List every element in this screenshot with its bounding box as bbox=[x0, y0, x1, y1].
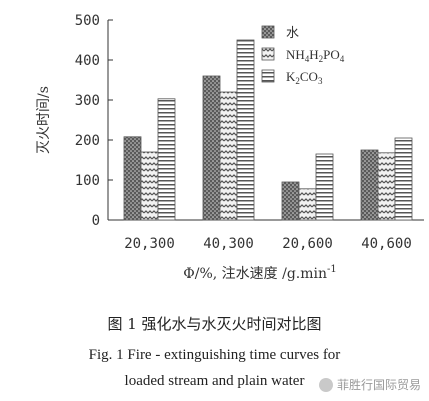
x-category-label: 20,300 bbox=[124, 236, 175, 252]
bar-k2co3-2 bbox=[315, 153, 334, 221]
y-tick-label: 200 bbox=[75, 133, 100, 149]
y-tick-label: 500 bbox=[75, 13, 100, 29]
bar-nh4h2po4-0 bbox=[140, 151, 159, 221]
caption-chinese: 图 1 强化水与水灭火时间对比图 bbox=[107, 315, 322, 333]
y-axis-title: 灭火时间/s bbox=[36, 86, 52, 154]
chart-figure: 0 100 200 300 400 500 灭火时间/s 20,300 40,300 20,600… bbox=[36, 13, 424, 282]
bar-nh4h2po4-1 bbox=[219, 91, 238, 221]
watermark: 菲胜行国际贸易 bbox=[318, 376, 421, 393]
y-tick-label: 400 bbox=[75, 53, 100, 69]
x-category-label: 40,600 bbox=[361, 236, 412, 252]
y-tick-label: 300 bbox=[75, 93, 100, 109]
y-tick-label: 100 bbox=[75, 173, 100, 189]
y-tick-label: 0 bbox=[92, 213, 100, 229]
bar-k2co3-0 bbox=[157, 98, 176, 221]
legend-label-water: 水 bbox=[286, 25, 299, 40]
wechat-icon bbox=[318, 377, 333, 392]
bar-nh4h2po4-2 bbox=[298, 188, 317, 221]
legend-swatch-nh4h2po4 bbox=[261, 47, 275, 61]
bar-water-3 bbox=[360, 149, 379, 221]
bar-nh4h2po4-3 bbox=[377, 152, 396, 221]
bar-water-1 bbox=[202, 75, 221, 221]
legend-swatch-water bbox=[261, 25, 275, 39]
legend-label-k2co3: K2CO3 bbox=[286, 69, 323, 86]
watermark-text: 菲胜行国际贸易 bbox=[336, 378, 421, 392]
caption-english-line2: loaded stream and plain water bbox=[124, 373, 305, 389]
bar-water-0 bbox=[123, 136, 142, 221]
bar-water-2 bbox=[281, 181, 300, 221]
legend-swatch-k2co3 bbox=[261, 69, 275, 83]
bar-k2co3-1 bbox=[236, 39, 255, 221]
x-category-label: 20,600 bbox=[282, 236, 333, 252]
legend-label-nh4h2po4: NH4H2PO4 bbox=[286, 47, 345, 64]
caption-english-line1: Fig. 1 Fire - extinguishing time curves … bbox=[88, 347, 341, 363]
bar-k2co3-3 bbox=[394, 137, 413, 221]
x-axis-title: Φ/%, 注水速度 /g.min-1 bbox=[183, 264, 337, 282]
bar-chart: 0 100 200 300 400 500 灭火时间/s 20,300 40,300 20,600… bbox=[36, 13, 424, 282]
x-category-label: 40,300 bbox=[203, 236, 254, 252]
